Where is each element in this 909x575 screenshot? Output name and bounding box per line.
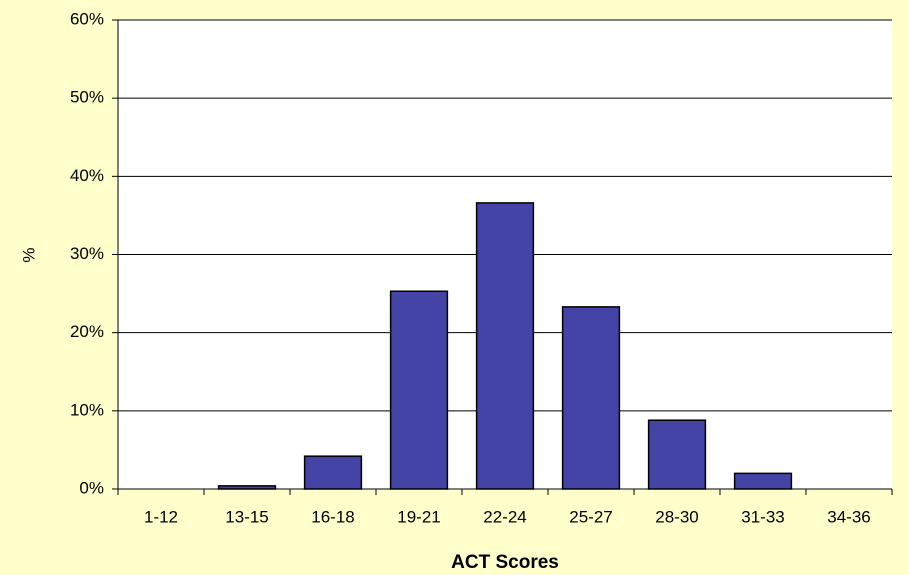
bar — [647, 419, 707, 490]
y-tick-label: 20% — [70, 322, 104, 341]
y-tick-label: 10% — [70, 400, 104, 419]
x-tick-label: 31-33 — [741, 507, 784, 526]
bar — [561, 306, 621, 490]
bar — [389, 290, 449, 490]
y-tick-label: 30% — [70, 244, 104, 263]
y-tick-label: 40% — [70, 166, 104, 185]
y-tick-label: 0% — [79, 478, 104, 497]
x-tick-label: 28-30 — [655, 507, 698, 526]
bar — [303, 455, 363, 490]
x-tick-label: 16-18 — [311, 507, 354, 526]
y-tick-label: 50% — [70, 88, 104, 107]
x-tick-label: 25-27 — [569, 507, 612, 526]
x-tick-label: 19-21 — [397, 507, 440, 526]
x-tick-label: 22-24 — [483, 507, 526, 526]
bar — [733, 472, 793, 490]
x-tick-label: 34-36 — [827, 507, 870, 526]
bar — [475, 202, 535, 490]
x-tick-label: 13-15 — [225, 507, 268, 526]
x-axis-label: ACT Scores — [451, 552, 559, 573]
y-tick-label: 60% — [70, 9, 104, 28]
y-axis-label: % — [19, 247, 38, 262]
x-tick-label: 1-12 — [144, 507, 178, 526]
bar — [217, 485, 277, 490]
